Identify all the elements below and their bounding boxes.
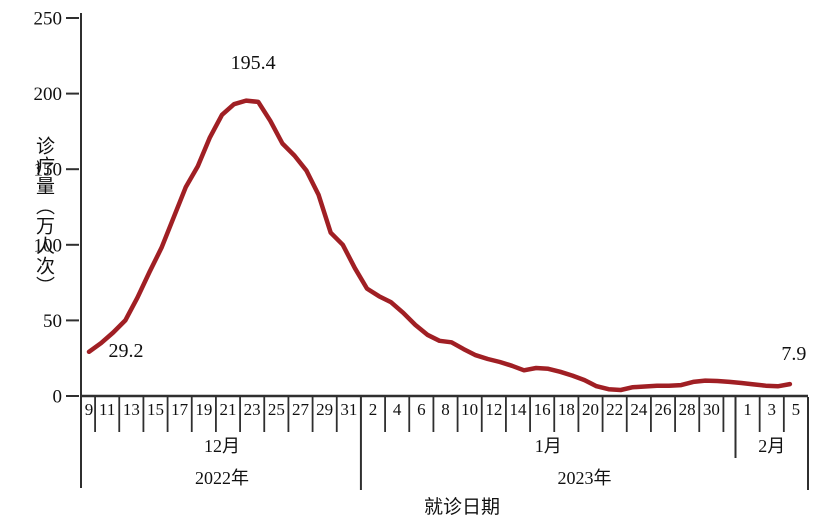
x-day-label: 22: [606, 400, 623, 419]
x-year-label: 2022年: [195, 468, 249, 488]
x-month-label: 2月: [758, 436, 785, 456]
y-tick-label: 200: [34, 84, 63, 105]
data-point-label: 195.4: [231, 52, 276, 74]
x-day-label: 31: [340, 400, 357, 419]
x-day-label: 13: [123, 400, 140, 419]
x-day-label: 9: [85, 400, 94, 419]
y-tick-label: 50: [43, 311, 62, 332]
x-day-label: 8: [441, 400, 450, 419]
x-day-label: 5: [792, 400, 801, 419]
x-year-label: 2023年: [557, 468, 611, 488]
x-month-label: 1月: [535, 436, 562, 456]
x-day-label: 19: [195, 400, 212, 419]
x-day-label: 21: [220, 400, 237, 419]
y-tick-label: 100: [34, 235, 63, 256]
x-day-label: 10: [461, 400, 478, 419]
x-day-label: 23: [244, 400, 261, 419]
x-day-label: 3: [768, 400, 777, 419]
x-day-label: 6: [417, 400, 426, 419]
x-day-label: 14: [510, 400, 528, 419]
x-axis-title: 就诊日期: [424, 496, 500, 518]
x-day-label: 16: [534, 400, 551, 419]
data-point-label: 29.2: [109, 340, 144, 362]
x-day-label: 24: [630, 400, 648, 419]
x-day-label: 27: [292, 400, 310, 419]
x-day-label: 26: [655, 400, 672, 419]
x-day-label: 18: [558, 400, 575, 419]
x-day-label: 12: [485, 400, 502, 419]
x-day-label: 28: [679, 400, 696, 419]
x-month-label: 12月: [204, 436, 240, 456]
x-day-label: 15: [147, 400, 164, 419]
y-tick-label: 250: [34, 9, 63, 30]
x-day-label: 17: [171, 400, 189, 419]
data-point-label: 7.9: [781, 343, 806, 365]
x-day-label: 11: [99, 400, 115, 419]
x-day-label: 30: [703, 400, 720, 419]
y-axis-title: 诊疗量（万人次）: [33, 136, 54, 296]
y-tick-label: 0: [53, 387, 63, 408]
x-day-label: 4: [393, 400, 402, 419]
x-day-label: 20: [582, 400, 599, 419]
x-day-label: 25: [268, 400, 285, 419]
x-day-label: 29: [316, 400, 333, 419]
x-day-label: 1: [743, 400, 752, 419]
x-day-label: 2: [369, 400, 378, 419]
visits-line-series: [86, 98, 793, 393]
y-tick-label: 150: [34, 160, 63, 181]
